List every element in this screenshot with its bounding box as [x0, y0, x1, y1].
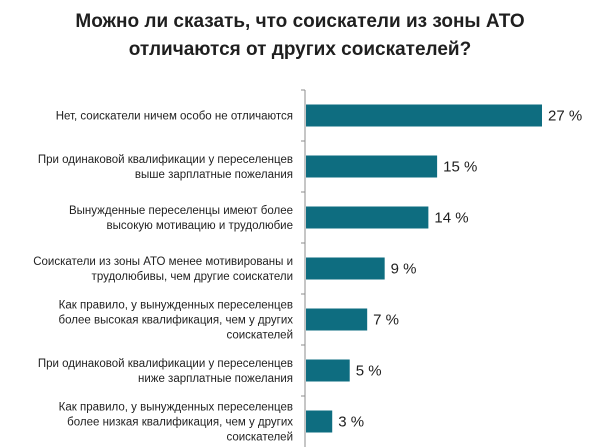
category-label: Вынужденные переселенцы имеют более высок… — [69, 205, 293, 232]
category-label-line: трудолюбивы, чем другие соискатели — [92, 271, 293, 283]
category-label: При одинаковой квалификации у переселенц… — [38, 358, 293, 385]
value-label: 5 % — [356, 363, 382, 380]
chart-title-line-1: Можно ли сказать, что соискатели из зоны… — [75, 11, 525, 32]
value-label: 7 % — [373, 312, 399, 329]
category-label: При одинаковой квалификации у переселенц… — [38, 154, 293, 181]
bar — [306, 308, 368, 331]
category-label-line: Соискатели из зоны АТО менее мотивирован… — [33, 256, 293, 268]
category-label-line: соискателей — [226, 432, 293, 444]
category-label-line: соискателей — [226, 330, 293, 342]
category-label-line: более высокая квалификация, чем у других — [59, 315, 294, 327]
category-label-line: высокую мотивацию и трудолюбие — [107, 220, 293, 232]
category-label-line: Как правило, у вынужденных переселенцев — [59, 402, 293, 414]
category-label-line: При одинаковой квалификации у переселенц… — [38, 358, 293, 370]
value-label: 14 % — [434, 210, 468, 227]
bar — [306, 206, 429, 229]
category-label-line: Вынужденные переселенцы имеют более — [69, 205, 293, 217]
value-label: 15 % — [443, 159, 477, 176]
chart-title-line-2: отличаются от других соискателей? — [128, 39, 472, 60]
bar — [306, 257, 385, 280]
chart-title: Можно ли сказать, что соискатели из зоны… — [0, 8, 600, 64]
category-label: Нет, соискатели ничем особо не отличаютс… — [56, 111, 293, 123]
category-label-line: ниже зарплатные пожелания — [138, 373, 293, 385]
category-label: Как правило, у вынужденных переселенцев б… — [59, 300, 294, 342]
category-label-line: Как правило, у вынужденных переселенцев — [59, 300, 293, 312]
category-label-line: более низкая квалификация, чем у других — [67, 417, 293, 429]
value-label: 3 % — [338, 414, 364, 431]
category-label-line: При одинаковой квалификации у переселенц… — [38, 154, 293, 166]
value-label: 27 % — [548, 108, 582, 125]
value-label: 9 % — [391, 261, 417, 278]
bar — [306, 104, 542, 127]
bar — [306, 155, 438, 178]
bar — [306, 359, 350, 382]
category-label-line: выше зарплатные пожелания — [135, 169, 293, 181]
category-label-line: Нет, соискатели ничем особо не отличаютс… — [56, 111, 293, 123]
category-label: Соискатели из зоны АТО менее мотивирован… — [33, 256, 293, 283]
category-label: Как правило, у вынужденных переселенцев б… — [59, 402, 294, 444]
bar — [306, 410, 333, 433]
